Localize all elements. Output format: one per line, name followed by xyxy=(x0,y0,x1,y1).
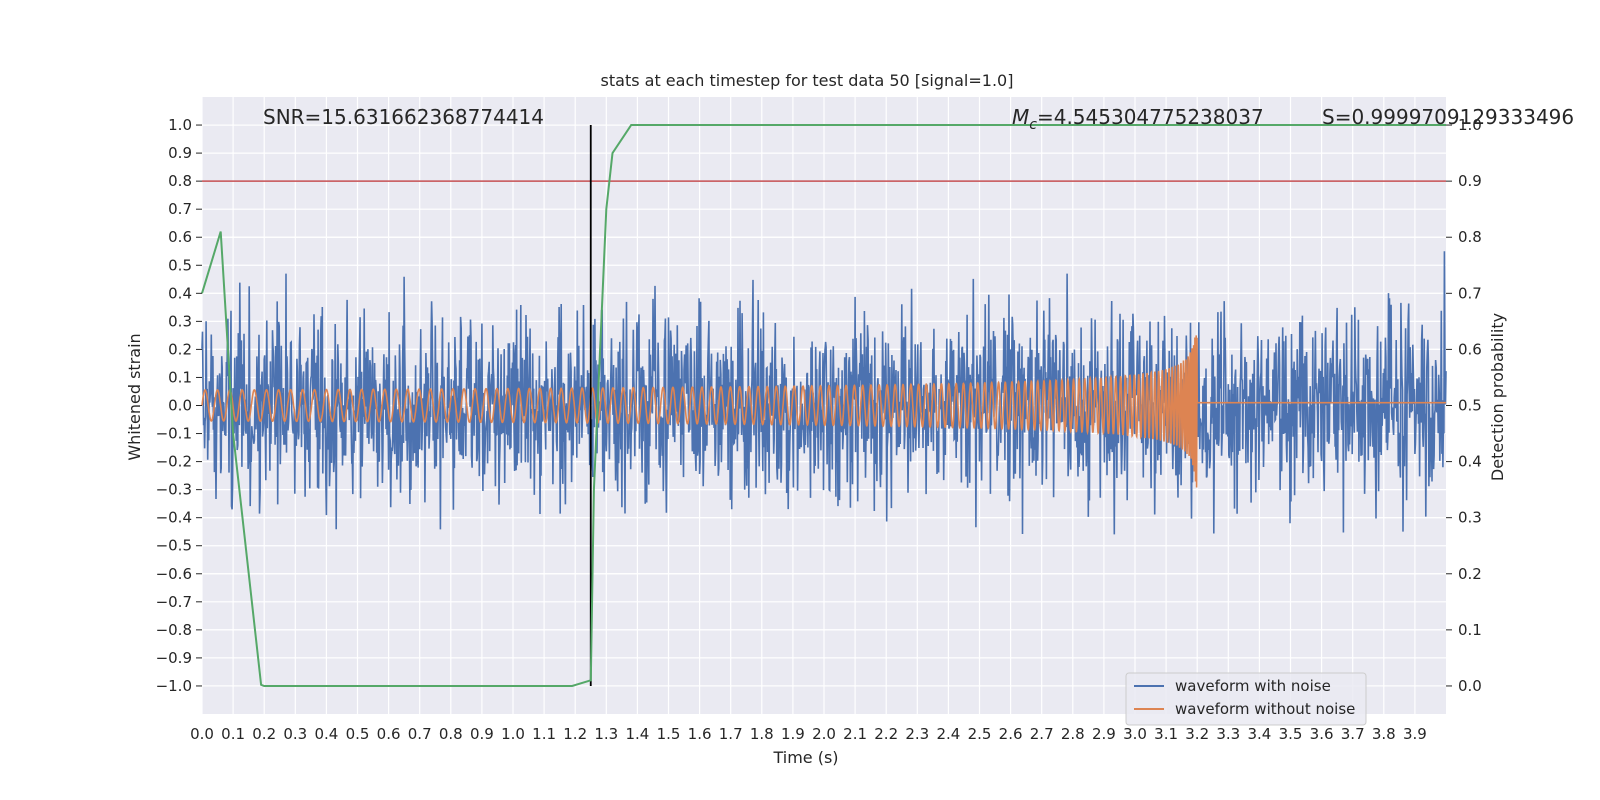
y-right-tick-label: 0.6 xyxy=(1458,340,1482,358)
mc-symbol: M xyxy=(1012,105,1029,129)
probability-line xyxy=(201,124,1446,687)
y-tick-label: −0.9 xyxy=(156,649,192,667)
x-tick-label: 0.5 xyxy=(346,725,370,743)
mc-annotation: Mc=4.545304775238037 xyxy=(1012,105,1264,133)
y-tick-label: 0.3 xyxy=(168,312,192,330)
y-tick-label: 0.8 xyxy=(168,172,192,190)
y-tick-label: 0.6 xyxy=(168,228,192,246)
s-annotation: S=0.9999709129333496 xyxy=(1322,105,1574,129)
y-tick-label: −0.8 xyxy=(156,621,192,639)
series-detection-probability xyxy=(201,124,1446,687)
y-tick-label: 0.0 xyxy=(168,397,192,415)
y-tick-label: −1.0 xyxy=(156,677,192,695)
x-tick-label: 3.2 xyxy=(1185,725,1209,743)
y-right-tick-label: 0.1 xyxy=(1458,621,1482,639)
x-tick-label: 1.9 xyxy=(781,725,805,743)
y-right-tick-label: 0.5 xyxy=(1458,397,1482,415)
legend-label-noise: waveform with noise xyxy=(1175,677,1331,695)
x-tick-label: 1.4 xyxy=(625,725,649,743)
legend-box xyxy=(1125,672,1367,726)
y-tick-label: 0.5 xyxy=(168,256,192,274)
x-tick-label: 1.1 xyxy=(532,725,556,743)
y-tick-label: 0.2 xyxy=(168,340,192,358)
x-tick-label: 0.7 xyxy=(408,725,432,743)
y-tick-label: −0.3 xyxy=(156,481,192,499)
y-tick-label: 0.7 xyxy=(168,200,192,218)
x-tick-label: 3.8 xyxy=(1372,725,1396,743)
x-tick-label: 0.8 xyxy=(439,725,463,743)
legend-label-clean: waveform without noise xyxy=(1175,700,1355,718)
y-right-tick-label: 0.7 xyxy=(1458,284,1482,302)
x-tick-label: 0.3 xyxy=(283,725,307,743)
x-tick-label: 0.2 xyxy=(252,725,276,743)
x-tick-label: 1.5 xyxy=(657,725,681,743)
x-tick-label: 0.4 xyxy=(314,725,338,743)
x-tick-label: 2.6 xyxy=(999,725,1023,743)
x-tick-label: 3.6 xyxy=(1310,725,1334,743)
x-tick-label: 1.7 xyxy=(719,725,743,743)
x-tick-label: 3.0 xyxy=(1123,725,1147,743)
x-tick-label: 2.3 xyxy=(905,725,929,743)
x-tick-label: 2.2 xyxy=(874,725,898,743)
y-right-tick-label: 0.3 xyxy=(1458,509,1482,527)
x-tick-label: 1.6 xyxy=(688,725,712,743)
x-tick-label: 3.1 xyxy=(1154,725,1178,743)
y-tick-label: −0.4 xyxy=(156,509,192,527)
x-tick-label: 3.7 xyxy=(1341,725,1365,743)
x-axis-label: Time (s) xyxy=(772,748,838,767)
y-right-tick-label: 0.4 xyxy=(1458,453,1482,471)
x-tick-label: 3.5 xyxy=(1279,725,1303,743)
legend: waveform with noise waveform without noi… xyxy=(1125,672,1367,726)
y-tick-label: 0.9 xyxy=(168,144,192,162)
x-tick-label: 1.3 xyxy=(594,725,618,743)
x-tick-label: 3.4 xyxy=(1247,725,1271,743)
x-tick-label: 2.8 xyxy=(1061,725,1085,743)
y-right-tick-label: 1.0 xyxy=(1458,116,1482,134)
y-tick-label: −0.7 xyxy=(156,593,192,611)
x-tick-label: 2.5 xyxy=(968,725,992,743)
overlay-lines xyxy=(202,125,1446,686)
y-right-tick-label: 0.0 xyxy=(1458,677,1482,695)
x-ticks: 0.0 0.1 0.2 0.3 0.4 0.5 0.6 0.7 0.8 0.9 1.0 1.1 1.2 1… xyxy=(190,725,1427,743)
x-tick-label: 2.1 xyxy=(843,725,867,743)
mc-value: =4.545304775238037 xyxy=(1037,105,1264,129)
y-right-axis-label: Detection probability xyxy=(1488,313,1507,481)
y-right-tick-label: 0.8 xyxy=(1458,228,1482,246)
x-tick-label: 1.0 xyxy=(501,725,525,743)
y-right-tick-label: 0.2 xyxy=(1458,565,1482,583)
y-tick-label: 0.4 xyxy=(168,284,192,302)
y-right-tick-label: 0.9 xyxy=(1458,172,1482,190)
y-tick-label: −0.5 xyxy=(156,537,192,555)
x-tick-label: 2.0 xyxy=(812,725,836,743)
y-tick-label: −0.1 xyxy=(156,425,192,443)
x-tick-label: 3.3 xyxy=(1216,725,1240,743)
x-tick-label: 1.2 xyxy=(563,725,587,743)
x-tick-label: 2.4 xyxy=(936,725,960,743)
x-tick-label: 0.1 xyxy=(221,725,245,743)
series-waveform-without-noise xyxy=(201,335,1446,488)
mc-subscript: c xyxy=(1029,117,1037,133)
clean-line xyxy=(201,335,1446,488)
snr-annotation: SNR=15.631662368774414 xyxy=(263,105,544,129)
y-tick-label: −0.2 xyxy=(156,453,192,471)
x-tick-label: 3.9 xyxy=(1403,725,1427,743)
chart-title: stats at each timestep for test data 50 … xyxy=(601,71,1014,90)
y-right-ticks: 1.0 0.9 0.8 0.7 0.6 0.5 0.4 0.3 0.2 0.1 0.0 xyxy=(1446,116,1482,695)
x-tick-label: 2.7 xyxy=(1030,725,1054,743)
y-ticks: 1.0 0.9 0.8 0.7 0.6 0.5 0.4 0.3 0.2 0.1 0.0 −0.1 −0.… xyxy=(156,116,202,695)
x-tick-label: 0.0 xyxy=(190,725,214,743)
x-tick-label: 0.9 xyxy=(470,725,494,743)
x-tick-label: 2.9 xyxy=(1092,725,1116,743)
y-axis-label: Whitened strain xyxy=(125,333,144,460)
y-tick-label: 0.1 xyxy=(168,368,192,386)
x-tick-label: 0.6 xyxy=(377,725,401,743)
y-tick-label: 1.0 xyxy=(168,116,192,134)
x-tick-label: 1.8 xyxy=(750,725,774,743)
y-tick-label: −0.6 xyxy=(156,565,192,583)
